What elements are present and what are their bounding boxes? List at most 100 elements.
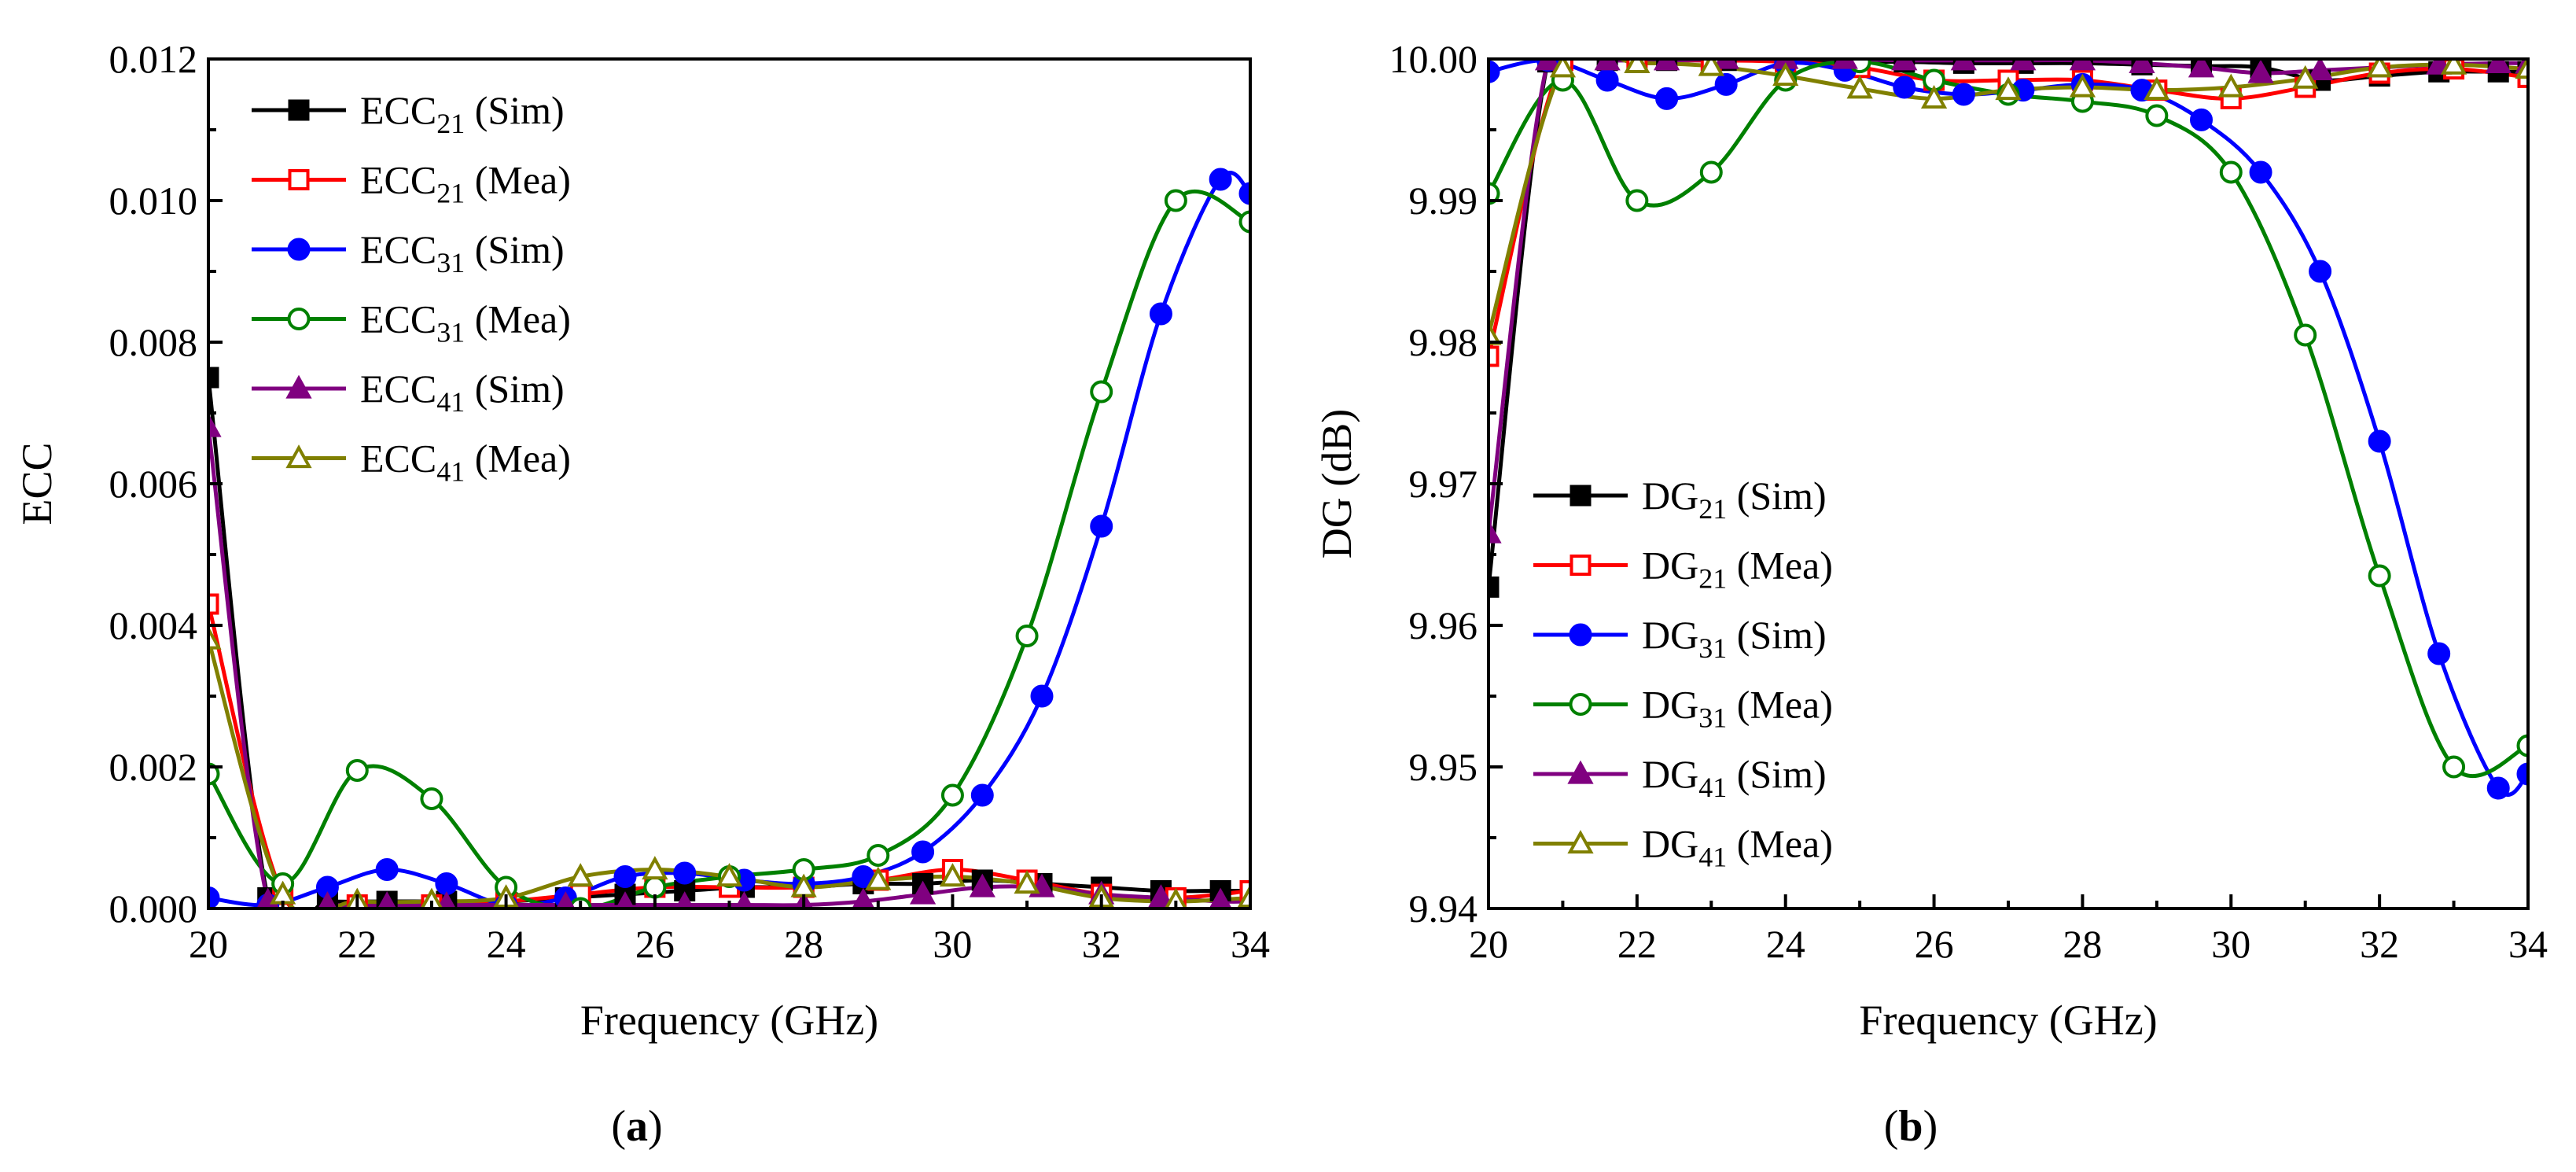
x-tick-label: 32	[2360, 922, 2399, 966]
legend-label: DG41 (Mea)	[1642, 822, 1833, 873]
y-tick-label: 9.98	[1409, 320, 1478, 364]
data-point	[377, 891, 397, 908]
legend-item: DG41 (Mea)	[1533, 822, 1833, 873]
data-point	[1920, 85, 1948, 109]
data-point	[567, 863, 594, 887]
data-point	[1624, 59, 1650, 73]
data-point	[345, 759, 369, 782]
data-point	[1698, 59, 1724, 76]
data-point	[208, 367, 219, 389]
data-point	[939, 863, 966, 887]
x-tick-label: 20	[1469, 922, 1508, 966]
data-point	[1772, 62, 1799, 87]
chart-panel-b: 20 22 24 26 28 30 32 34 9.94 9.95 9.96 9.97 9.98 9.99…	[1313, 37, 2548, 1044]
legend-label: ECC31 (Sim)	[360, 227, 565, 278]
chart-panel-a: 20 22 24 26 28 30 32 34 0.000 0.002 0.004 0.006 0.00…	[13, 37, 1270, 1044]
data-point	[1209, 168, 1232, 191]
data-point	[2292, 64, 2319, 89]
legend-item: ECC31 (Mea)	[252, 297, 571, 348]
data-point	[615, 891, 635, 908]
x-tick-label: 30	[933, 922, 972, 966]
data-point	[613, 865, 637, 888]
y-tick-label: 9.94	[1409, 886, 1478, 931]
legend-label: DG21 (Sim)	[1642, 474, 1827, 525]
data-point	[1030, 684, 1054, 708]
legend-item: ECC21 (Sim)	[252, 88, 565, 139]
data-point	[1995, 76, 2022, 101]
x-tick-label: 22	[1617, 922, 1657, 966]
legend-swatch-marker	[1567, 760, 1594, 784]
data-point	[1164, 189, 1187, 212]
legend-label: ECC41 (Sim)	[360, 367, 565, 418]
y-tick-label: 0.002	[109, 745, 198, 789]
data-point	[2427, 642, 2451, 665]
legend-item: DG31 (Sim)	[1533, 613, 1827, 664]
data-point	[1238, 210, 1250, 234]
plot-layer: 20 22 24 26 28 30 32 34 0.000 0.002 0.004 0.006 0.00…	[13, 37, 2548, 1044]
data-point	[2442, 755, 2466, 779]
data-point	[734, 891, 754, 908]
x-tick-label: 28	[2063, 922, 2102, 966]
data-point	[1209, 887, 1232, 908]
data-point	[911, 840, 935, 864]
y-tick-label: 9.99	[1409, 179, 1478, 223]
series-line-3	[208, 171, 1250, 908]
y-tick-label: 0.010	[109, 179, 198, 223]
data-point	[2516, 762, 2528, 786]
y-tick-label: 0.000	[109, 886, 198, 931]
data-point	[1489, 519, 1502, 544]
x-tick-label: 30	[2211, 922, 2250, 966]
panel-label-b: (b)	[1884, 1102, 1938, 1151]
data-point	[642, 856, 668, 880]
legend-swatch-marker	[285, 444, 312, 469]
x-tick-label: 22	[337, 922, 377, 966]
x-axis-title: Frequency (GHz)	[580, 997, 878, 1044]
series-line-5	[208, 426, 1250, 908]
y-tick-label: 9.96	[1409, 603, 1478, 647]
legend-swatch-marker	[288, 169, 310, 190]
data-point	[375, 858, 399, 881]
data-point	[1713, 59, 1739, 69]
data-point	[420, 787, 443, 810]
data-point	[2217, 73, 2244, 98]
data-point	[208, 625, 222, 650]
legend-label: ECC31 (Mea)	[360, 297, 571, 348]
data-point	[675, 891, 694, 908]
data-point	[1625, 189, 1649, 212]
data-point	[2306, 59, 2334, 80]
data-point	[673, 861, 697, 885]
data-point	[867, 844, 890, 867]
data-point	[1595, 68, 1619, 92]
data-point	[970, 783, 994, 807]
legend-item: DG41 (Sim)	[1533, 752, 1827, 803]
data-point	[1831, 59, 1858, 69]
data-point	[208, 762, 220, 786]
legend-swatch-marker	[1569, 693, 1592, 716]
data-point	[1147, 884, 1175, 908]
data-point	[1893, 76, 1916, 99]
data-point	[2294, 323, 2317, 347]
data-point	[2249, 160, 2272, 184]
legend: DG21 (Sim) DG21 (Mea) DG31 (Sim) DG31 (Mea)…	[1533, 474, 1833, 873]
data-point	[2366, 59, 2393, 78]
legend-label: ECC21 (Sim)	[360, 88, 565, 139]
panel-label-a: (a)	[611, 1102, 662, 1151]
data-point	[969, 873, 995, 897]
data-point	[208, 593, 219, 615]
data-point	[716, 863, 743, 887]
legend-label: ECC41 (Mea)	[360, 437, 571, 488]
y-tick-label: 9.95	[1409, 745, 1478, 789]
data-point	[2145, 104, 2169, 127]
legend-swatch-marker	[288, 99, 310, 121]
data-point	[2516, 734, 2528, 757]
x-tick-label: 32	[1082, 922, 1121, 966]
legend-swatch-marker	[287, 308, 311, 330]
data-point	[1149, 302, 1172, 326]
data-point	[2129, 59, 2155, 73]
data-point	[436, 891, 456, 908]
data-point	[1489, 345, 1500, 367]
data-point	[852, 887, 875, 908]
data-point	[1090, 380, 1113, 404]
data-point	[2144, 76, 2170, 101]
